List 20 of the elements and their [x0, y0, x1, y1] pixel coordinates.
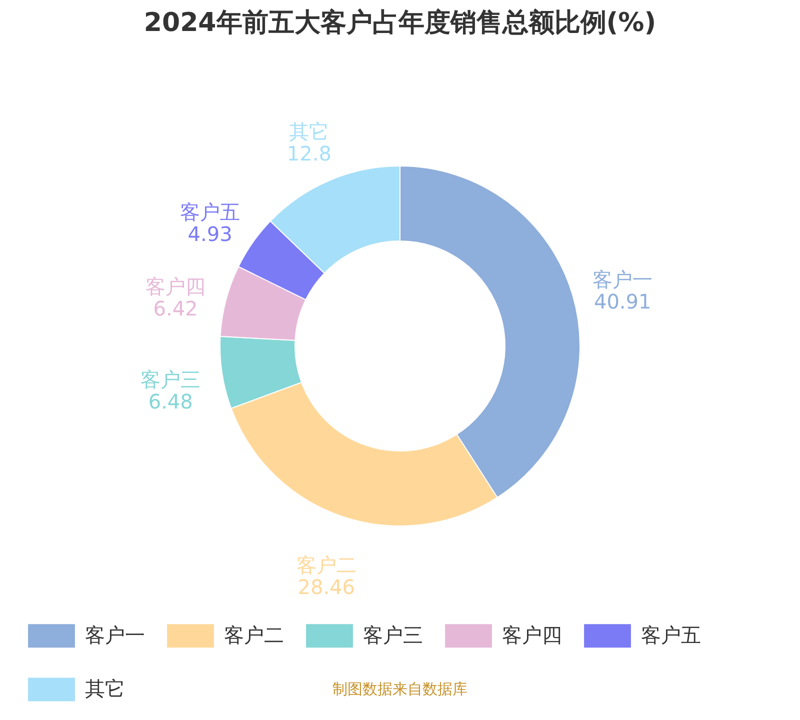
data-label: 12.8: [286, 142, 332, 166]
slice-label: 其它: [289, 120, 330, 144]
data-label: 6.42: [153, 296, 198, 320]
legend-label: 客户三: [363, 622, 423, 647]
text: 制图数据来自数据库: [332, 680, 468, 698]
data-label: 6.48: [148, 390, 193, 414]
slice-label: 客户四: [146, 274, 206, 298]
slice-label: 客户三: [140, 368, 201, 392]
slice-label: 客户二: [296, 553, 356, 578]
legend-label: 其它: [85, 676, 125, 700]
legend-label: 客户一: [85, 622, 145, 647]
data-label: 4.93: [188, 222, 232, 246]
slice-label: 客户一: [592, 268, 653, 292]
legend-label: 客户五: [641, 622, 701, 647]
data-label: 40.91: [594, 290, 652, 314]
data-label: 28.46: [298, 575, 356, 600]
legend-label: 客户四: [502, 622, 562, 647]
legend-label: 客户二: [224, 622, 284, 647]
slice-label: 客户五: [180, 200, 240, 224]
chart-title: 2024年前五大客户占年度销售总额比例(%): [144, 8, 656, 38]
